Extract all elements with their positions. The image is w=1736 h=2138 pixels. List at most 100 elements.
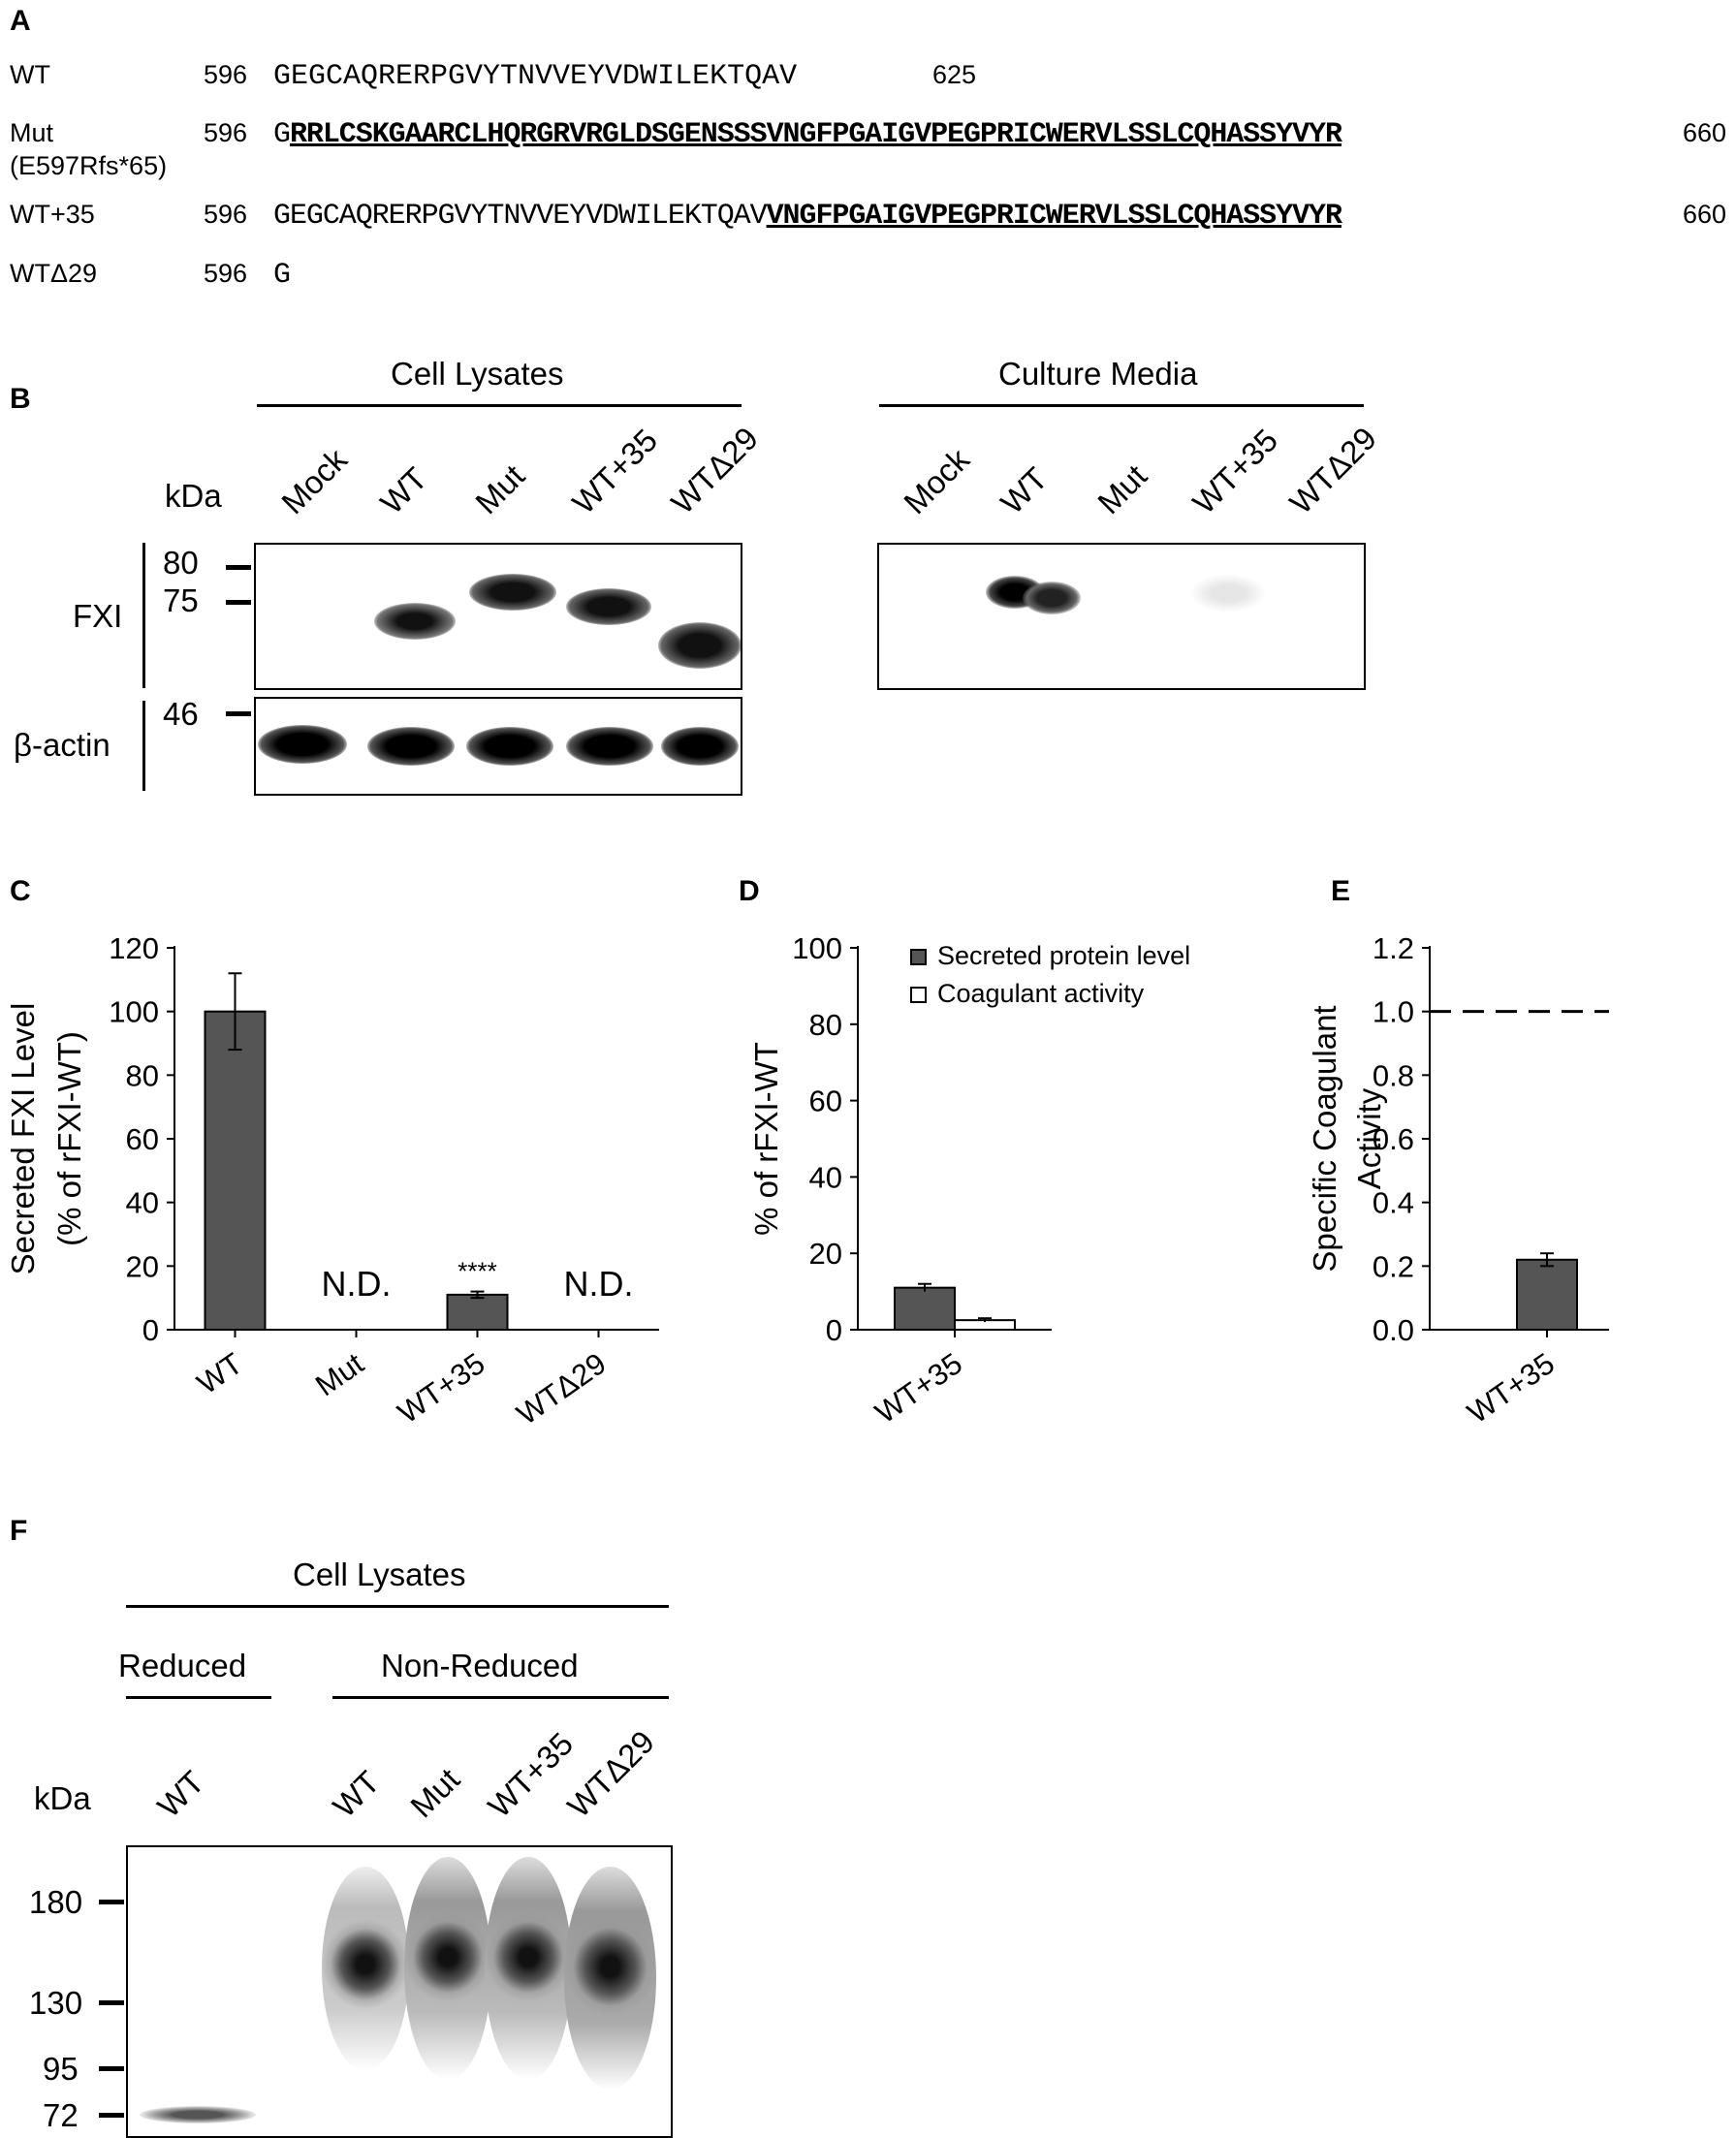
blot-band xyxy=(322,1867,409,2070)
marker-tick xyxy=(99,2066,124,2071)
lane-label: WT xyxy=(150,1763,211,1825)
reduced-bracket xyxy=(126,1696,271,1699)
blot-band xyxy=(367,727,455,766)
y-tick-label: 0.8 xyxy=(1373,1058,1414,1092)
actin-label: β-actin xyxy=(14,727,110,763)
y-tick-label: 100 xyxy=(109,995,159,1029)
chart-e: 0.0 0.2 0.4 0.6 0.8 1.0 1.2 WT+35 Specific Coagu… xyxy=(1307,931,1609,1431)
marker-label: 130 xyxy=(29,1985,83,2021)
blot-band xyxy=(566,588,651,625)
marker-tick xyxy=(226,711,251,716)
x-tick-label: WT xyxy=(191,1346,249,1400)
lane-label: WT xyxy=(326,1763,387,1825)
sequence-start: 596 xyxy=(204,60,248,89)
y-tick-label: 60 xyxy=(126,1122,159,1156)
panel-label-e: E xyxy=(1331,875,1351,907)
f-blot xyxy=(126,1845,673,2138)
chart-c: 0 20 40 60 80 100 120 WT Mut N.D. WT+35 **** WTΔ29 N.… xyxy=(5,931,659,1431)
y-tick-label: 20 xyxy=(126,1249,159,1283)
bar xyxy=(1516,1258,1578,1331)
lysates-bracket xyxy=(257,404,742,407)
marker-tick xyxy=(99,2000,124,2005)
lane-label: Mock xyxy=(897,441,977,521)
lane-label: WT+35 xyxy=(481,1725,581,1825)
sequence-normal: GEGCAQRERPGVYTNVVEYVDWILEKTQAV xyxy=(273,200,768,233)
x-tick-label: Mut xyxy=(309,1346,370,1403)
lane-label: WT xyxy=(373,459,434,521)
lane-label: Mock xyxy=(274,441,355,521)
sequence-mutant: VNGFPGAIGVPEGPRICWERVLSSLCQHASSYVYR xyxy=(766,200,1342,233)
marker-tick xyxy=(226,565,251,570)
bar xyxy=(894,1286,956,1332)
blot-band xyxy=(1189,574,1267,613)
blot-band xyxy=(374,603,456,640)
panel-label-d: D xyxy=(739,875,760,907)
lane-label: Mut xyxy=(403,1761,467,1825)
panel-label-f: F xyxy=(10,1515,28,1547)
lane-label: WT+35 xyxy=(565,422,665,521)
sequence-end: 625 xyxy=(932,60,977,89)
y-axis-label: Specific Coagulant xyxy=(1307,1005,1342,1272)
marker-label: 75 xyxy=(163,582,199,618)
lane-label: WT xyxy=(994,459,1055,521)
sequence-text: G xyxy=(273,259,291,292)
y-tick-label: 0.6 xyxy=(1373,1122,1414,1156)
media-bracket xyxy=(879,404,1364,407)
marker-tick xyxy=(99,1900,124,1904)
nonreduced-bracket xyxy=(332,1696,669,1699)
y-axis-label: (% of rFXI-WT) xyxy=(51,1031,87,1246)
f-lysates-bracket xyxy=(126,1605,669,1608)
blot-band xyxy=(661,727,739,766)
kda-label: kDa xyxy=(165,478,222,514)
sequence-name: WT xyxy=(10,60,50,89)
sequence-start: 596 xyxy=(204,200,248,229)
lysates-title: Cell Lysates xyxy=(391,356,564,392)
blot-band xyxy=(466,727,553,766)
actin-bracket xyxy=(142,701,145,791)
sequence-name: WTΔ29 xyxy=(10,259,98,288)
blot-band xyxy=(140,2106,256,2123)
sequence-mutant: RRLCSKGAARCLHQRGRVRGLDSGENSSSVNGFPGAIGVP… xyxy=(289,118,1342,151)
marker-label: 80 xyxy=(163,545,199,581)
actin-blot xyxy=(254,697,742,796)
lane-label: Mut xyxy=(468,457,532,521)
sequence-text: GRRLCSKGAARCLHQRGRVRGLDSGENSSSVNGFPGAIGV… xyxy=(273,118,1342,151)
lane-label: Mut xyxy=(1090,457,1154,521)
lane-label: WTΔ29 xyxy=(664,420,766,521)
blot-band xyxy=(658,622,741,669)
marker-label: 46 xyxy=(163,696,199,732)
lane-label: WTΔ29 xyxy=(1282,420,1384,521)
blot-band xyxy=(258,725,347,764)
y-tick-label: 0 xyxy=(142,1313,159,1347)
fxi-blot xyxy=(254,543,742,690)
y-tick-label: 0.4 xyxy=(1373,1186,1414,1220)
blot-band xyxy=(485,1857,572,2080)
y-tick-label: 20 xyxy=(809,1237,842,1271)
y-tick-label: 1.2 xyxy=(1373,931,1414,965)
y-tick-label: 80 xyxy=(126,1058,159,1092)
sequence-text: GEGCAQRERPGVYTNVVEYVDWILEKTQAV xyxy=(273,60,797,93)
sequence-start: 596 xyxy=(204,259,248,288)
annotation: **** xyxy=(458,1257,496,1286)
x-tick-label: WT+35 xyxy=(868,1346,968,1430)
lane-label: WT+35 xyxy=(1185,422,1285,521)
marker-tick xyxy=(226,600,251,605)
sequence-name: WT+35 xyxy=(10,200,95,229)
blot-band xyxy=(469,574,556,611)
blot-band xyxy=(1023,582,1081,614)
legend-label: Coagulant activity xyxy=(937,979,1145,1008)
y-tick-label: 80 xyxy=(809,1008,842,1042)
chart-d: 0 20 40 60 80 100 WT+35 Secreted protein level C… xyxy=(748,931,1190,1431)
blot-band xyxy=(564,1867,656,2090)
panel-label-a: A xyxy=(10,5,31,37)
annotation: N.D. xyxy=(322,1264,392,1304)
y-tick-label: 0.0 xyxy=(1373,1313,1414,1347)
panel-label-b: B xyxy=(10,383,31,415)
marker-label: 72 xyxy=(43,2097,79,2133)
annotation: N.D. xyxy=(564,1264,634,1304)
media-title: Culture Media xyxy=(998,356,1198,392)
bar xyxy=(446,1293,509,1331)
y-tick-label: 1.0 xyxy=(1373,995,1414,1029)
y-axis-label: % of rFXI-WT xyxy=(748,1042,784,1236)
sequence-normal: GEGCAQRERPGVYTNVVEYVDWILEKTQAV xyxy=(273,60,798,93)
